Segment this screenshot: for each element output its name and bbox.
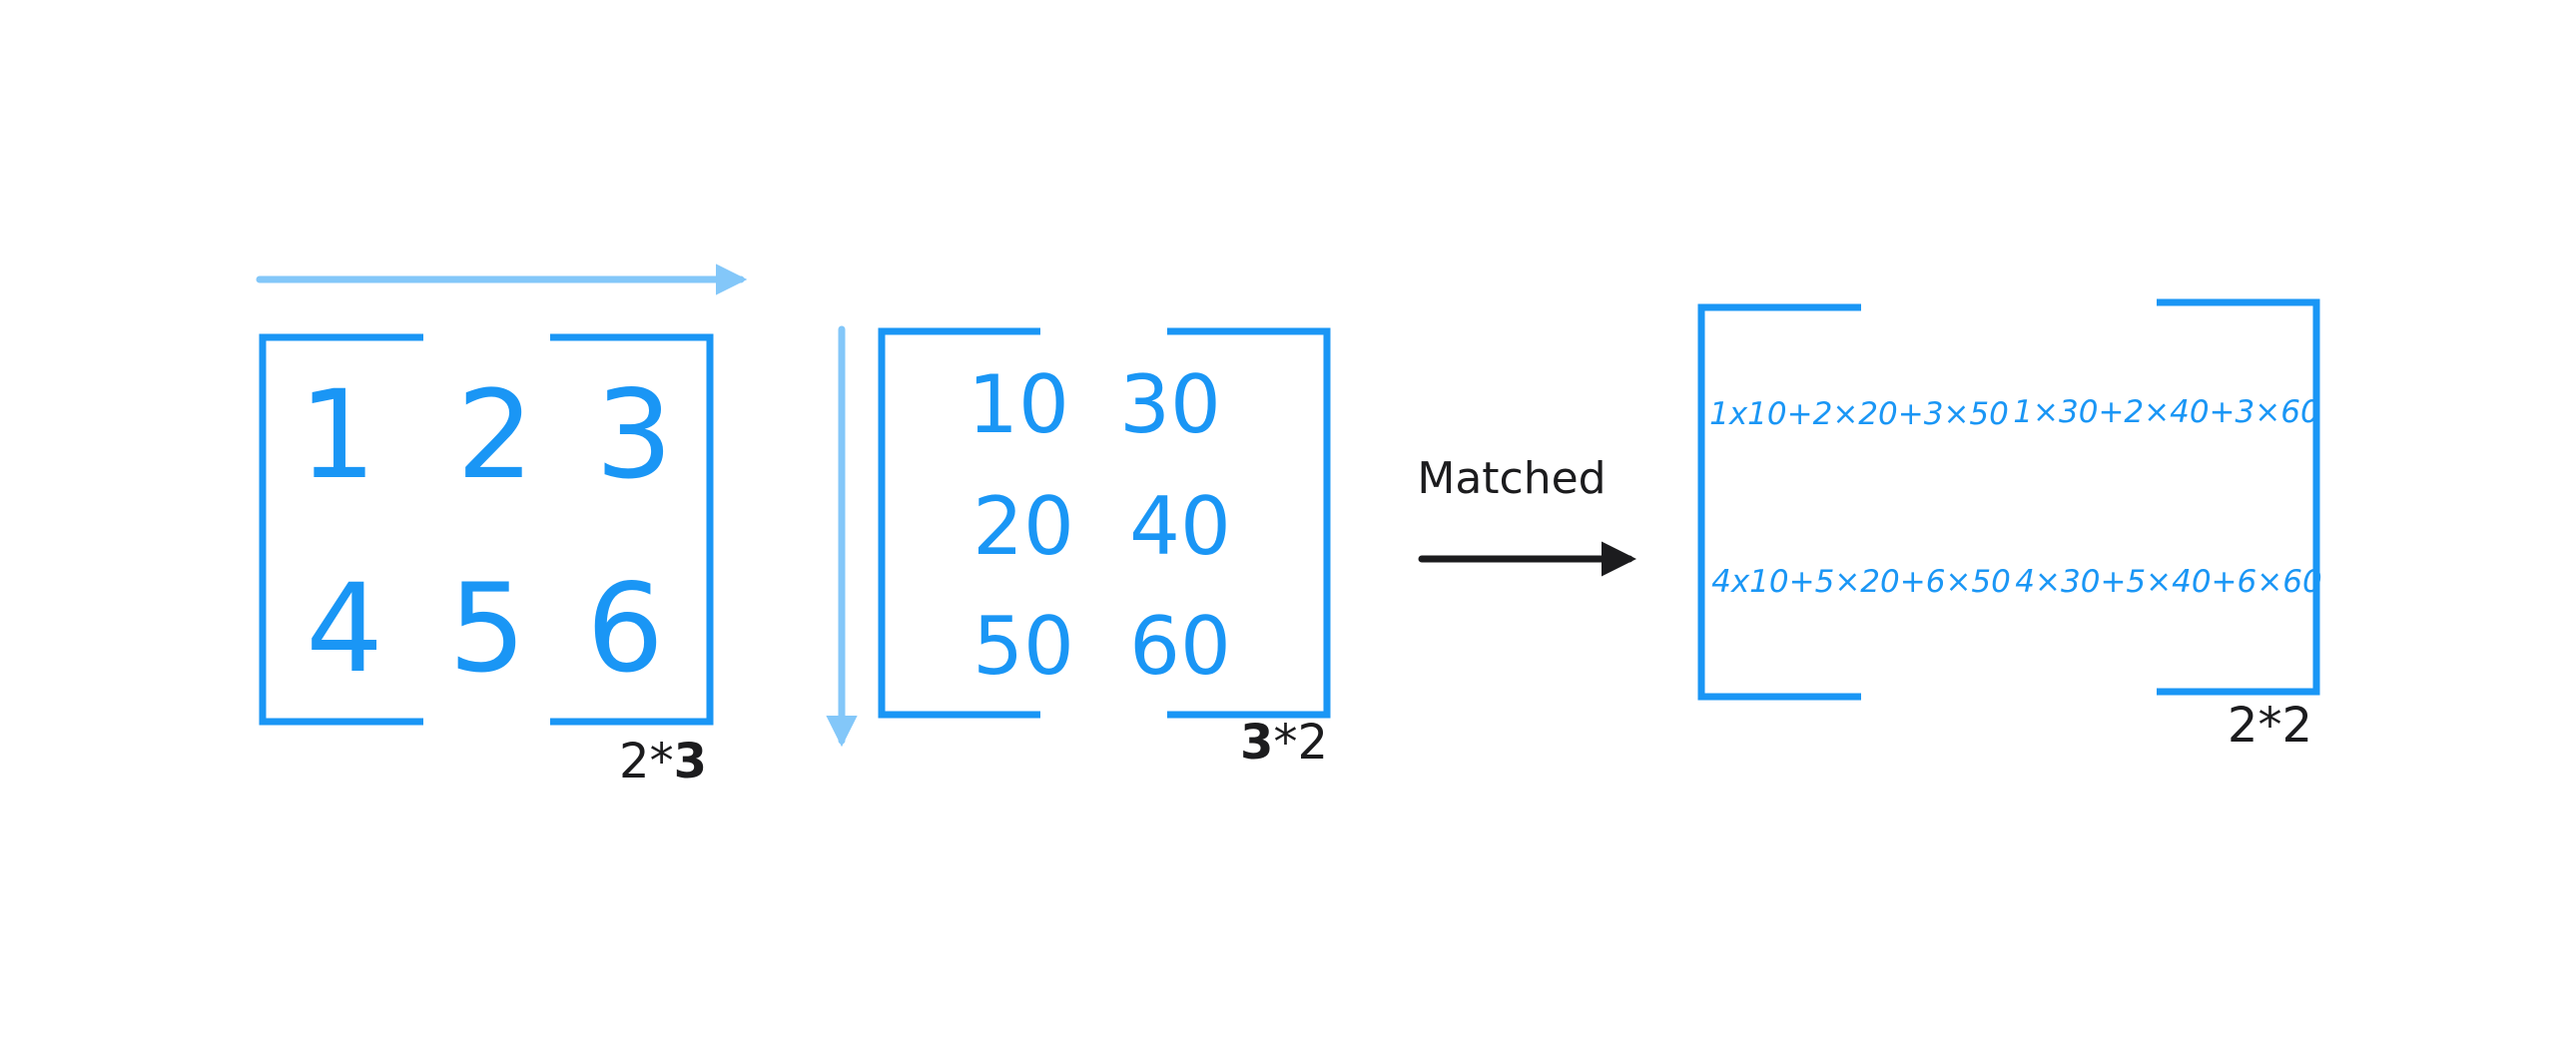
matrix-b-cell: 60 [1129,600,1231,693]
matrix-b-cell: 40 [1129,480,1231,573]
matrix-a-dimension: 2*3 [619,734,707,789]
matrix-a-cell: 2 [456,364,534,506]
result-cell: 1×30+2×40+3×60 [2013,394,2319,430]
matrix-a-cell: 5 [448,558,526,700]
matrix-a: 1 2 3 4 5 6 2*3 [259,333,714,789]
result-cell: 1x10+2×20+3×50 [1709,396,2009,432]
matrix-a-dim-cols: 3 [674,734,707,789]
matrix-a-cell: 4 [306,558,383,700]
matrix-a-dim-rows: 2 [619,734,650,789]
matrix-b-dimension: 3*2 [1240,715,1328,771]
result-matrix: 1x10+2×20+3×50 1×30+2×40+3×60 4x10+5×20+… [1697,298,2322,754]
matrix-b-dim-sep: * [1273,715,1297,771]
matrix-a-right-bracket [550,333,714,726]
matrix-b-cell: 50 [972,600,1074,693]
matrix-b-right-bracket [1167,327,1331,719]
matrix-b-cell: 10 [967,358,1069,451]
matrix-a-dim-sep: * [650,734,674,789]
matrix-b: 10 30 20 40 50 60 3*2 [878,327,1331,771]
result-cell: 4×30+5×40+6×60 [2015,564,2321,600]
matched-label: Matched [1417,453,1606,504]
result-dimension: 2*2 [2228,698,2312,754]
matrix-b-left-bracket [878,327,1040,719]
matrix-b-cell: 30 [1119,358,1221,451]
matrix-b-dim-rows: 3 [1240,715,1273,771]
result-left-bracket [1697,303,1861,701]
result-right-bracket [2157,298,2320,696]
matrix-a-cell: 6 [586,558,664,700]
matrix-b-cell: 20 [972,480,1074,573]
matrix-b-dim-cols: 2 [1297,715,1328,771]
matrix-a-cell: 3 [595,364,673,506]
matrix-a-cell: 1 [299,364,376,506]
result-cell: 4x10+5×20+6×50 [1711,564,2011,600]
matrix-a-left-bracket [259,333,423,726]
